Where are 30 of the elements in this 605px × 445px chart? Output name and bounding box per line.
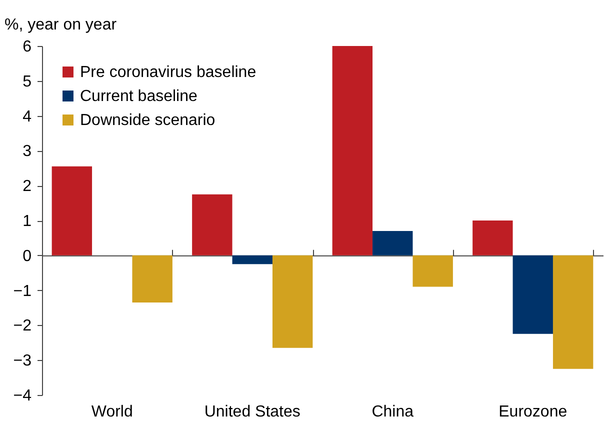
y-tick-label: −3 [13, 352, 32, 370]
bar [52, 166, 92, 256]
y-axis-title: %, year on year [4, 16, 118, 34]
y-tick-label: 3 [22, 143, 32, 160]
legend-label: Pre coronavirus baseline [80, 64, 256, 81]
bar [512, 255, 553, 334]
bar [552, 255, 594, 369]
bar [372, 230, 413, 256]
y-tick-label: 0 [22, 248, 32, 265]
legend-label: Downside scenario [80, 112, 216, 129]
legend-label: Current baseline [80, 88, 198, 105]
bar [232, 255, 272, 264]
bar [192, 194, 232, 256]
y-tick-label: 6 [22, 38, 32, 56]
x-tick-label: World [91, 404, 133, 420]
bar [132, 255, 172, 303]
x-tick-label: China [372, 404, 414, 420]
y-tick-label: 5 [22, 73, 32, 90]
y-tick-label: −2 [13, 318, 32, 335]
x-tick-label: Eurozone [498, 404, 568, 420]
y-tick-label: −1 [13, 282, 32, 300]
bar [332, 46, 373, 256]
y-tick-label: 4 [22, 108, 32, 126]
y-tick-label: −4 [13, 388, 32, 404]
x-tick-label: United States [204, 404, 300, 420]
bar [272, 255, 313, 348]
y-tick-label: 2 [22, 178, 32, 196]
y-tick-label: 1 [22, 213, 32, 230]
bar [412, 255, 453, 287]
bar [472, 220, 513, 256]
